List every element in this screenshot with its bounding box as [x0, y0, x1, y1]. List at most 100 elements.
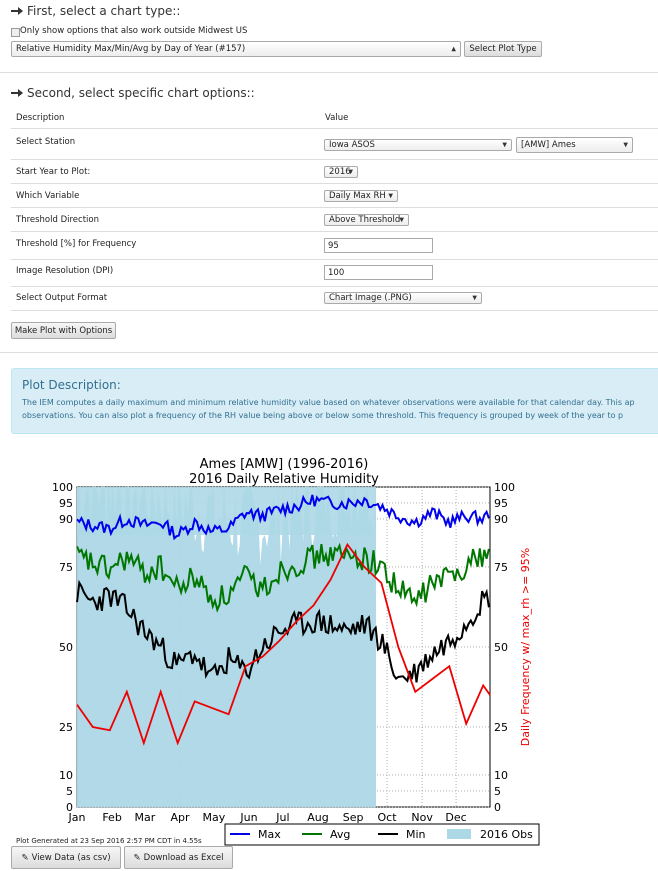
obs-area-top — [77, 487, 376, 535]
legend-avg-label: Avg — [330, 828, 350, 841]
start-year-select[interactable]: 2016 ▼ — [324, 166, 358, 178]
start-year-label: Start Year to Plot: — [16, 167, 91, 177]
row-divider — [11, 259, 658, 260]
dpi-input[interactable]: 100 — [324, 265, 433, 280]
y-tick-label-left: 100 — [52, 481, 73, 494]
x-tick-label: Jul — [275, 811, 289, 824]
threshold-direction-select[interactable]: Above Threshold ▼ — [324, 214, 409, 226]
threshold-value: 95 — [328, 240, 339, 251]
y-tick-label-right: 90 — [494, 513, 508, 526]
header-value: Value — [325, 113, 349, 123]
arrow-right-icon — [11, 89, 23, 97]
x-tick-label: Feb — [102, 811, 121, 824]
x-tick-label: Jan — [68, 811, 86, 824]
x-tick-label: Mar — [135, 811, 156, 824]
station-site-value: [AMW] Ames — [521, 140, 576, 150]
view-data-button[interactable]: ✎ View Data (as csv) — [11, 846, 121, 869]
y-tick-label-right: 25 — [494, 721, 508, 734]
threshold-direction-label: Threshold Direction — [16, 215, 99, 225]
make-plot-button[interactable]: Make Plot with Options — [11, 322, 116, 339]
x-tick-label: Jun — [239, 811, 257, 824]
legend-obs-label: 2016 Obs — [480, 828, 533, 841]
header-description: Description — [16, 113, 65, 123]
threshold-input[interactable]: 95 — [324, 238, 433, 253]
row-divider — [11, 207, 658, 208]
plot-generated-text: Plot Generated at 23 Sep 2016 2:57 PM CD… — [16, 837, 202, 845]
y-tick-label-left: 50 — [59, 641, 73, 654]
plot-description-line2: observations. You can also plot a freque… — [22, 411, 624, 420]
output-format-select[interactable]: Chart Image (.PNG) ▼ — [324, 292, 482, 304]
y-tick-label-right: 75 — [494, 561, 508, 574]
variable-select[interactable]: Daily Max RH ▼ — [324, 190, 398, 202]
variable-value: Daily Max RH — [329, 191, 386, 201]
plot-description-title: Plot Description: — [22, 378, 121, 392]
start-year-value: 2016 — [329, 167, 351, 177]
y-tick-label-right: 0 — [494, 801, 501, 814]
row-divider — [11, 183, 658, 184]
y-tick-label-right: 100 — [494, 481, 515, 494]
threshold-label: Threshold [%] for Frequency — [16, 239, 137, 249]
chevron-down-icon: ▼ — [348, 168, 353, 176]
row-divider — [11, 128, 658, 129]
min-line — [76, 579, 490, 683]
x-tick-label: Nov — [411, 811, 433, 824]
download-excel-button[interactable]: ✎ Download as Excel — [124, 846, 233, 869]
section-divider — [0, 352, 658, 353]
threshold-direction-value: Above Threshold — [329, 215, 401, 225]
chevron-down-icon: ▼ — [399, 216, 404, 224]
dpi-value: 100 — [328, 267, 345, 278]
plot-description-box: Plot Description: The IEM computes a dai… — [11, 368, 658, 434]
y-tick-label-left: 5 — [66, 785, 73, 798]
output-format-value: Chart Image (.PNG) — [329, 293, 412, 303]
station-site-select[interactable]: [AMW] Ames ▼ — [516, 137, 633, 153]
y-tick-label-left: 95 — [59, 497, 73, 510]
avg-line — [76, 542, 490, 613]
station-label: Select Station — [16, 137, 76, 147]
select-plot-type-button[interactable]: Select Plot Type — [464, 41, 542, 57]
section2-title: Second, select specific chart options:: — [11, 86, 255, 100]
station-network-select[interactable]: Iowa ASOS ▼ — [324, 139, 512, 151]
y-tick-label-left: 90 — [59, 513, 73, 526]
download-excel-label: Download as Excel — [143, 852, 224, 863]
y-tick-label-left: 25 — [59, 721, 73, 734]
outside-midwest-checkbox[interactable] — [11, 28, 20, 37]
chevron-down-icon: ▼ — [623, 141, 628, 149]
view-data-label: View Data (as csv) — [31, 852, 111, 863]
y-tick-label-right: 10 — [494, 769, 508, 782]
chart-legend: Max Avg Min 2016 Obs — [224, 823, 540, 846]
chevron-down-icon: ▼ — [472, 294, 477, 302]
y-tick-label-left: 0 — [66, 801, 73, 814]
y-tick-label-right: 95 — [494, 497, 508, 510]
dpi-label: Image Resolution (DPI) — [16, 266, 114, 276]
x-tick-label: Dec — [445, 811, 466, 824]
rh-chart: Ames [AMW] (1996-2016) 2016 Daily Relati… — [52, 457, 540, 846]
station-network-value: Iowa ASOS — [329, 140, 375, 150]
chart-type-select[interactable]: Relative Humidity Max/Min/Avg by Day of … — [11, 41, 461, 57]
x-tick-label: Apr — [170, 811, 190, 824]
section-divider — [0, 72, 658, 73]
x-tick-label: May — [203, 811, 226, 824]
chart-title: Ames [AMW] (1996-2016) — [200, 457, 369, 472]
row-divider — [11, 310, 658, 311]
section1-title: First, select a chart type:: — [11, 4, 180, 18]
chart-subtitle: 2016 Daily Relative Humidity — [189, 472, 379, 487]
row-divider — [11, 231, 658, 232]
max-line — [76, 494, 490, 541]
variable-label: Which Variable — [16, 191, 80, 201]
row-divider — [11, 159, 658, 160]
checkbox-label: Only show options that also work outside… — [20, 26, 248, 36]
chevron-down-icon: ▼ — [502, 141, 507, 149]
legend-obs-swatch — [447, 829, 471, 839]
arrow-right-icon — [11, 7, 23, 15]
output-format-label: Select Output Format — [16, 293, 108, 303]
y-tick-label-left: 10 — [59, 769, 73, 782]
plot-description-line1: The IEM computes a daily maximum and min… — [22, 398, 635, 407]
section1-title-text: First, select a chart type:: — [27, 4, 181, 18]
chevron-down-icon: ▼ — [388, 192, 393, 200]
plot-area: Jan Feb Mar Apr May Jun Jul Aug Sep Oct Nov Dec 0 0 5 5… — [52, 481, 515, 824]
section2-title-text: Second, select specific chart options:: — [27, 86, 255, 100]
chevron-down-icon: ▲ — [451, 45, 456, 53]
x-tick-label: Sep — [343, 811, 364, 824]
frequency-line — [76, 542, 491, 746]
y-tick-label-right: 5 — [494, 785, 501, 798]
